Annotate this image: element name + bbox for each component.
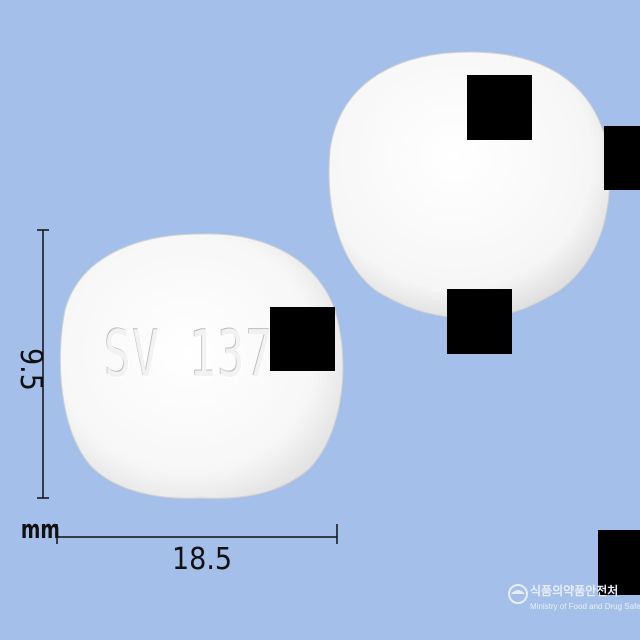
width-dimension-line (56, 524, 338, 544)
redaction-box (604, 126, 640, 190)
redaction-box (467, 75, 532, 140)
mfds-logo-icon (508, 584, 528, 604)
redaction-box (447, 289, 512, 354)
redaction-box (270, 307, 335, 371)
width-label: 18.5 (172, 542, 233, 577)
mfds-watermark: 식품의약품안전처 Ministry of Food and Drug Safet… (506, 582, 640, 622)
watermark-korean-text: 식품의약품안전처 (530, 584, 619, 598)
unit-label: mm (20, 515, 60, 545)
height-label: 9.5 (13, 348, 48, 391)
pill-imprint: SV 137 (104, 318, 275, 392)
height-dimension-line (37, 229, 49, 499)
redaction-box (598, 530, 640, 595)
watermark-english-text: Ministry of Food and Drug Safety (530, 602, 640, 611)
